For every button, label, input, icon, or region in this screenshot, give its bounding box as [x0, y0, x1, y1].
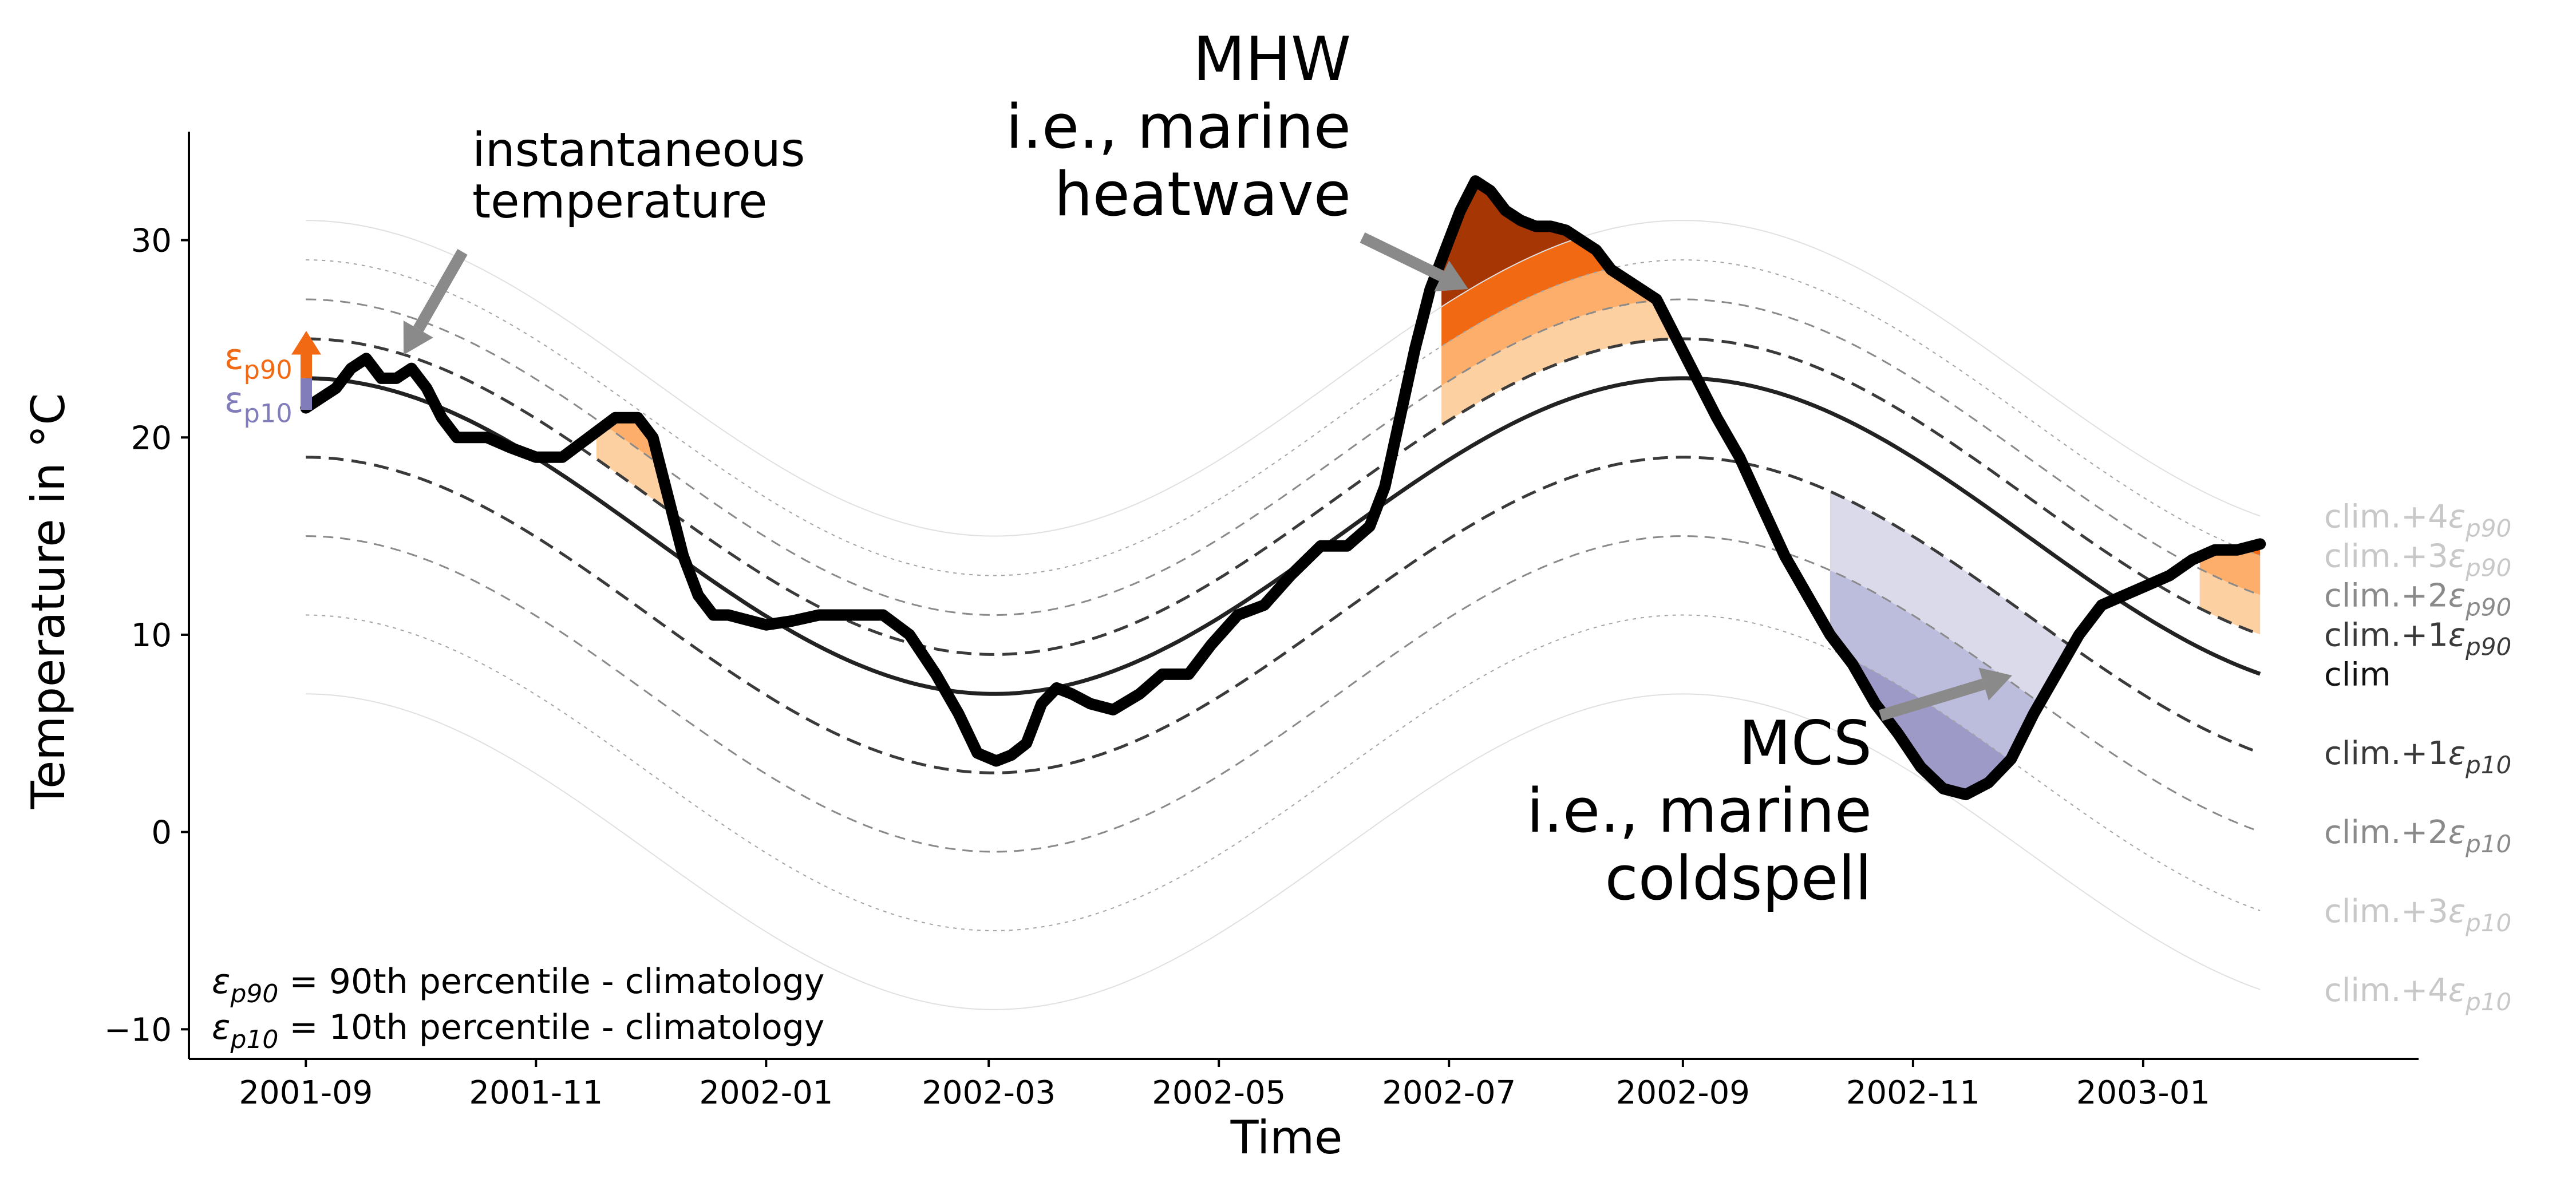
ref-label-2: clim.+2εp90 [2324, 577, 2511, 621]
x-tick-label-2002-07: 2002-07 [1382, 1074, 1516, 1112]
ref-label-0: clim.+4εp90 [2324, 499, 2511, 543]
early-warm-fill-band-2 [596, 417, 691, 487]
ref-line-5 [306, 456, 2261, 774]
mhw-label-line-0: MHW [1193, 24, 1351, 94]
ref-label-5: clim.+1εp10 [2324, 735, 2511, 779]
ref-label-4: clim [2324, 656, 2391, 693]
eps-p90-arrowhead [291, 331, 321, 355]
eps-p10-label: εp10 [224, 379, 293, 428]
mhw-fill-band-2 [1441, 268, 1763, 386]
ref-line-6 [306, 535, 2261, 853]
y-tick-label-30: 30 [131, 223, 172, 260]
x-tick-label-2001-11: 2001-11 [469, 1074, 603, 1112]
eps-p90-label: εp90 [224, 335, 293, 385]
x-tick-label-2002-11: 2002-11 [1846, 1074, 1980, 1112]
instantaneous-arrow-head [403, 320, 433, 355]
ref-label-7: clim.+3εp10 [2324, 893, 2511, 937]
y-tick-label--10: −10 [104, 1011, 172, 1049]
ref-label-8: clim.+4εp10 [2324, 972, 2511, 1016]
mcs-fill-band-3 [1830, 594, 2128, 794]
mhw-label-line-2: heatwave [1054, 159, 1351, 230]
legend-line-1: εp10 = 10th percentile - climatology [212, 1007, 824, 1054]
mcs-label-line-0: MCS [1739, 708, 1872, 778]
axes: −10 0 10 20 30 2001-09 2001-11 2002-01 2002-03 20… [22, 132, 2419, 1164]
x-tick-label-2001-09: 2001-09 [239, 1074, 373, 1112]
instantaneous-label-line-0: instantaneous [472, 123, 805, 177]
mcs-label-line-2: coldspell [1605, 843, 1872, 914]
x-tick-label-2003-01: 2003-01 [2076, 1074, 2210, 1112]
mcs-arrow-head [1978, 667, 2012, 701]
legend-line-0: εp90 = 90th percentile - climatology [212, 962, 824, 1009]
x-tick-label-2002-01: 2002-01 [699, 1074, 833, 1112]
ref-line-7 [306, 614, 2261, 931]
y-tick-label-0: 0 [151, 814, 172, 852]
mhw-label-line-1: i.e., marine [1006, 92, 1351, 162]
instantaneous-label-line-1: temperature [472, 175, 767, 229]
mcs-fill-band-1 [1830, 491, 2128, 703]
y-tick-label-10: 10 [131, 617, 172, 654]
ref-line-2 [306, 298, 2261, 616]
mhw-arrow-shaft [1360, 232, 1444, 282]
mhw-arrow-head [1434, 260, 1468, 292]
y-tick-label-20: 20 [131, 420, 172, 457]
x-axis-title: Time [1230, 1111, 1343, 1164]
ref-label-3: clim.+1εp90 [2324, 616, 2511, 661]
instantaneous-arrow-shaft [413, 249, 468, 332]
climatology-reference-lines: clim.+4εp90clim.+3εp90clim.+2εp90clim.+1… [306, 220, 2511, 1016]
mcs-fill-band-2 [1830, 570, 2128, 760]
x-tick-label-2002-05: 2002-05 [1152, 1074, 1286, 1112]
mcs-label-line-1: i.e., marine [1527, 776, 1872, 846]
x-tick-label-2002-09: 2002-09 [1616, 1074, 1750, 1112]
ref-line-3 [306, 337, 2261, 656]
mhw-fill-band-3 [1441, 238, 1763, 346]
late-warm-fill-band-1 [2199, 568, 2261, 635]
ref-line-1 [306, 259, 2261, 576]
x-tick-label-2002-03: 2002-03 [922, 1074, 1056, 1112]
ref-label-6: clim.+2εp10 [2324, 814, 2511, 858]
ref-line-0 [306, 220, 2261, 537]
mhw-fill-band-1 [1441, 300, 1763, 425]
late-warm-fill-band-2 [2199, 548, 2261, 595]
y-axis-title: Temperature in °C [22, 393, 75, 809]
ref-label-1: clim.+3εp90 [2324, 537, 2511, 582]
mcs-arrow-shaft [1879, 678, 1986, 721]
